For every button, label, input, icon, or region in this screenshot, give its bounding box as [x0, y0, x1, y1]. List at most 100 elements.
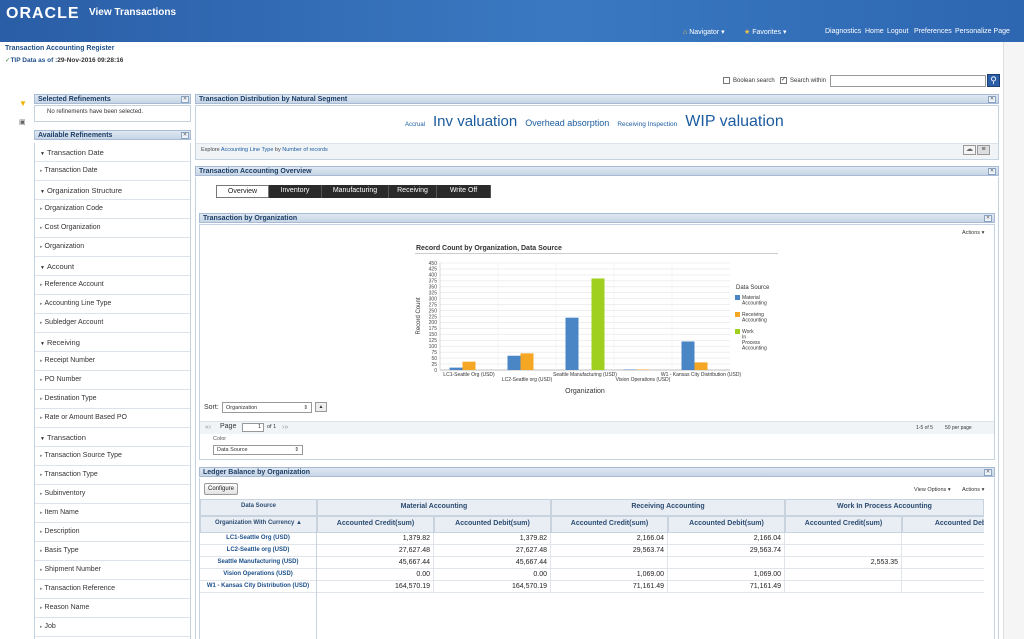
table-row-org[interactable]: Seattle Manufacturing (USD): [200, 557, 316, 569]
link-home[interactable]: Home: [865, 28, 884, 35]
search-button[interactable]: ⚲: [987, 74, 1000, 87]
collapsed-arrow-icon: ▸: [40, 624, 43, 630]
legend-swatch: [735, 295, 740, 300]
table-row-org[interactable]: LC2-Seattle org (USD): [200, 545, 316, 557]
color-select[interactable]: Data Source ⇕: [213, 445, 303, 455]
page-of-label: of 1: [267, 424, 277, 430]
page-number-input[interactable]: 1: [242, 423, 264, 432]
collapse-icon[interactable]: ✕: [181, 96, 189, 103]
boolean-search-checkbox[interactable]: [723, 77, 730, 84]
bar: [507, 355, 521, 370]
favorites-menu[interactable]: ★ Favorites ▾: [744, 29, 787, 36]
refinement-group[interactable]: ▼ Account: [35, 257, 190, 276]
link-preferences[interactable]: Preferences: [914, 28, 952, 35]
collapsed-arrow-icon: ▸: [40, 415, 43, 421]
tag-wip-valuation[interactable]: WIP valuation: [685, 113, 784, 130]
refinement-item[interactable]: ▸ Item Name: [35, 504, 190, 523]
org-header[interactable]: Organization With Currency ▲: [200, 516, 317, 533]
page-title: Transaction Accounting Register: [5, 45, 115, 52]
refinement-group[interactable]: ▼ Transaction Date: [35, 143, 190, 162]
refinement-item[interactable]: ▸ Destination Type: [35, 390, 190, 409]
actions-menu[interactable]: Actions ▾: [962, 230, 985, 236]
prev-page-icon[interactable]: «‹: [205, 424, 212, 431]
tab-inventory[interactable]: Inventory: [269, 185, 322, 198]
tag-receiving-inspection[interactable]: Receiving Inspection: [617, 121, 678, 128]
boolean-search-label: Boolean search: [733, 78, 775, 84]
tab-manufacturing[interactable]: Manufacturing: [322, 185, 389, 198]
explore-field-link[interactable]: Accounting Line Type: [220, 147, 274, 153]
refinement-group[interactable]: ▼ Receiving: [35, 333, 190, 352]
column-header[interactable]: Accounted Debit(sum): [668, 516, 785, 533]
refinement-group[interactable]: ▼ Transaction: [35, 428, 190, 447]
refinement-item[interactable]: ▸ Description: [35, 523, 190, 542]
refinement-item[interactable]: ▸ Basis Type: [35, 542, 190, 561]
bar: [520, 353, 534, 370]
refinement-group[interactable]: ▼ Organization Structure: [35, 181, 190, 200]
refinement-item[interactable]: ▸ Transaction Date: [35, 162, 190, 181]
link-personalize-page[interactable]: Personalize Page: [955, 28, 1010, 35]
column-header[interactable]: Accounted Credit(sum): [785, 516, 902, 533]
table-cell: 1,379.82: [434, 533, 551, 545]
refinement-item[interactable]: ▸ Shipment Number: [35, 561, 190, 580]
refinement-item[interactable]: ▸ Job: [35, 618, 190, 637]
explore-metric-link[interactable]: Number of records: [282, 147, 328, 153]
overview-header: Transaction Accounting Overview: [195, 166, 999, 176]
refinement-item[interactable]: ▸ Transaction Reference: [35, 580, 190, 599]
column-header[interactable]: Accounted Deb: [902, 516, 984, 533]
search-input[interactable]: [830, 75, 986, 87]
legend-entry: Receiving Accounting: [742, 312, 767, 324]
collapse-icon[interactable]: ✕: [984, 215, 992, 222]
y-tick-label: 450: [429, 261, 438, 267]
table-row-org[interactable]: Vision Operations (USD): [200, 569, 316, 581]
configure-button[interactable]: Configure: [204, 483, 239, 495]
tag-accrual[interactable]: Accrual: [405, 122, 426, 128]
refinement-item[interactable]: ▸ Accounting Line Type: [35, 295, 190, 314]
collapse-icon[interactable]: ✕: [984, 469, 992, 476]
cloud-view-icon[interactable]: ☁: [963, 145, 976, 155]
sort-ascending-button[interactable]: ▲: [315, 402, 327, 412]
refinement-item[interactable]: ▸ PO Number: [35, 371, 190, 390]
refinement-item[interactable]: ▸ Organization Code: [35, 200, 190, 219]
refinement-item[interactable]: ▸ Transaction Source Type: [35, 447, 190, 466]
collapsed-arrow-icon: ▸: [40, 282, 43, 288]
table-row-org[interactable]: LC1-Seattle Org (USD): [200, 533, 316, 545]
sort-select[interactable]: Organization ⇕: [222, 402, 312, 413]
refinement-item[interactable]: ▸ Rate or Amount Based PO: [35, 409, 190, 428]
refinement-item[interactable]: ▸ Reference Account: [35, 276, 190, 295]
refinement-item[interactable]: ▸ Cost Organization: [35, 219, 190, 238]
view-options-menu[interactable]: View Options ▾: [914, 487, 951, 493]
refinement-item[interactable]: ▸ Receipt Number: [35, 352, 190, 371]
refinement-item[interactable]: ▸ Subledger Account: [35, 314, 190, 333]
column-header[interactable]: Accounted Credit(sum): [551, 516, 668, 533]
collapse-icon[interactable]: ✕: [988, 96, 996, 103]
table-row-org[interactable]: W1 - Kansas City Distribution (USD): [200, 581, 316, 593]
refinement-item[interactable]: ▸ Organization: [35, 238, 190, 257]
collapse-icon[interactable]: ✕: [181, 132, 189, 139]
list-view-icon[interactable]: ≡: [977, 145, 990, 155]
refinement-item[interactable]: ▸ Reason Name: [35, 599, 190, 618]
link-diagnostics[interactable]: Diagnostics: [825, 28, 862, 35]
column-header[interactable]: Accounted Debit(sum): [434, 516, 551, 533]
tab-receiving[interactable]: Receiving: [389, 185, 437, 198]
collapse-icon[interactable]: ✕: [988, 168, 996, 175]
navigator-menu[interactable]: ⌂ Navigator ▾: [683, 29, 725, 36]
tag-overhead-absorption[interactable]: Overhead absorption: [525, 118, 610, 128]
next-page-icon[interactable]: ›»: [282, 424, 289, 431]
refinement-item[interactable]: ▸ Transaction Type: [35, 466, 190, 485]
column-header[interactable]: Accounted Credit(sum): [317, 516, 434, 533]
sort-label: Sort:: [204, 404, 219, 411]
table-cell: [785, 569, 902, 581]
page-scrollbar[interactable]: [1003, 42, 1024, 639]
tag-inv-valuation[interactable]: Inv valuation: [433, 113, 518, 130]
collapsed-arrow-icon: ▸: [40, 225, 43, 231]
search-within-checkbox[interactable]: ✓: [780, 77, 787, 84]
refinement-item[interactable]: ▸ Subinventory: [35, 485, 190, 504]
by-org-header: Transaction by Organization: [199, 213, 995, 223]
filter-icon[interactable]: ▼: [19, 99, 27, 108]
tab-write-off[interactable]: Write Off: [437, 185, 491, 198]
pane-toggle-icon[interactable]: ▣: [19, 119, 26, 126]
link-logout[interactable]: Logout: [887, 28, 909, 35]
tab-overview[interactable]: Overview: [216, 185, 269, 198]
ledger-actions-menu[interactable]: Actions ▾: [962, 487, 985, 493]
explore-text: Explore Accounting Line Type by Number o…: [201, 147, 328, 153]
